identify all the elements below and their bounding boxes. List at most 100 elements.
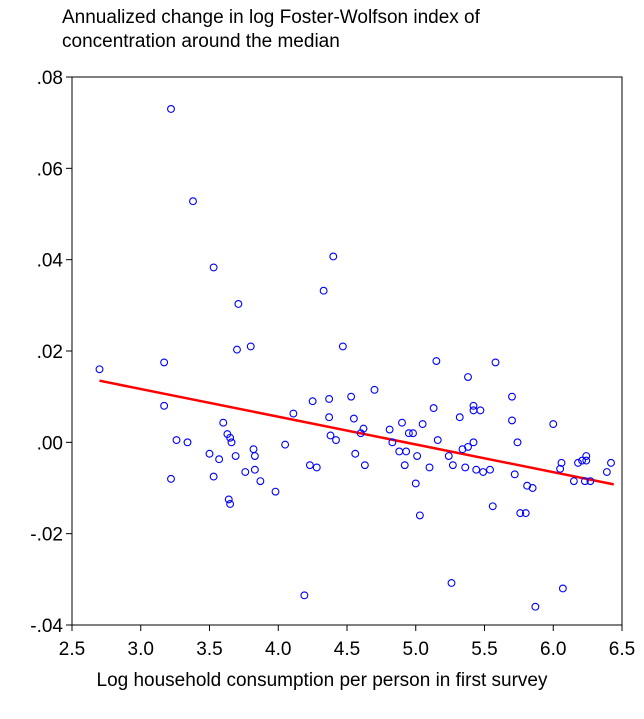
data-point: [413, 452, 422, 460]
data-point: [476, 406, 485, 415]
data-point: [469, 438, 478, 447]
data-point: [219, 418, 228, 427]
data-point: [402, 447, 411, 456]
data-point: [472, 465, 481, 474]
data-point: [521, 509, 530, 518]
data-point: [580, 477, 589, 486]
data-point: [569, 477, 578, 486]
data-point: [531, 602, 540, 611]
plot-frame: [71, 76, 623, 626]
data-point: [326, 431, 335, 440]
data-point: [433, 436, 442, 444]
data-point: [411, 479, 420, 488]
data-point: [160, 401, 169, 410]
data-point: [167, 105, 175, 113]
data-point: [319, 286, 328, 295]
data-point: [409, 429, 417, 438]
data-point: [351, 449, 360, 458]
data-point: [289, 409, 298, 418]
data-point: [226, 500, 235, 508]
data-point: [360, 461, 369, 470]
data-point: [556, 464, 565, 473]
data-point: [528, 484, 537, 492]
y-tick-label: .00: [37, 433, 63, 454]
y-tick-label: -.02: [30, 525, 63, 546]
data-point: [209, 472, 218, 481]
data-point: [461, 463, 470, 472]
data-point: [455, 413, 464, 422]
data-point: [95, 365, 104, 374]
x-tick-label: 5.0: [403, 639, 429, 660]
data-point: [432, 357, 441, 365]
data-point: [370, 385, 379, 394]
data-point: [183, 438, 192, 447]
x-tick-label: 5.5: [471, 639, 497, 660]
data-point: [349, 414, 358, 423]
data-point: [404, 429, 413, 438]
y-tick-label: .04: [37, 251, 64, 272]
data-point: [513, 438, 522, 447]
data-point: [582, 456, 591, 465]
data-point: [205, 449, 214, 458]
data-point: [425, 463, 434, 472]
data-point: [508, 416, 516, 425]
regression-line: [99, 379, 614, 486]
data-point: [395, 447, 404, 456]
data-point: [226, 433, 235, 442]
data-point: [160, 358, 169, 367]
x-tick-label: 6.0: [540, 639, 566, 660]
data-point: [491, 358, 500, 367]
data-point: [549, 420, 558, 429]
data-point: [338, 342, 347, 351]
data-point: [557, 458, 566, 467]
data-point: [418, 420, 427, 429]
data-point: [398, 418, 406, 427]
data-point: [415, 511, 424, 520]
y-tick-label: -.04: [30, 616, 63, 637]
data-point: [250, 452, 259, 460]
data-point: [582, 452, 591, 460]
data-point: [510, 470, 519, 479]
y-tick-label: .06: [37, 159, 63, 180]
data-point: [209, 263, 218, 272]
data-point: [241, 468, 250, 476]
data-point: [281, 440, 290, 449]
data-point: [558, 584, 567, 593]
data-point: [332, 436, 340, 444]
x-tick-label: 4.0: [265, 639, 291, 660]
data-point: [385, 425, 394, 434]
data-point: [250, 465, 259, 474]
data-point: [234, 300, 243, 308]
x-tick-label: 4.5: [334, 639, 360, 660]
x-tick-label: 6.5: [609, 639, 635, 660]
chart-title-line-1: Annualized change in log Foster-Wolfson …: [62, 7, 480, 28]
data-point: [189, 197, 197, 206]
data-point: [308, 397, 317, 406]
y-tick-label: .08: [37, 68, 63, 89]
data-point: [231, 452, 240, 460]
data-point: [429, 404, 438, 413]
data-point: [246, 342, 255, 351]
data-point: [325, 395, 334, 403]
data-point: [488, 502, 497, 511]
data-point: [347, 392, 356, 401]
data-point: [249, 445, 258, 454]
data-point: [305, 461, 314, 470]
data-point: [227, 438, 236, 447]
y-tick-label: .02: [37, 342, 63, 363]
data-point: [325, 413, 334, 422]
chart-title-line-2: concentration around the median: [62, 31, 340, 52]
data-point: [447, 579, 456, 587]
data-point: [508, 392, 516, 401]
data-point: [578, 456, 587, 465]
data-point: [215, 455, 224, 464]
x-tick-label: 3.0: [128, 639, 154, 660]
data-point: [516, 509, 525, 518]
x-axis-label: Log household consumption per person in …: [96, 670, 548, 691]
chart-title: Annualized change in log Foster-Wolfson …: [62, 6, 632, 54]
data-point: [167, 474, 175, 483]
data-point: [602, 468, 611, 476]
x-tick-label: 3.5: [196, 639, 222, 660]
data-point: [256, 477, 265, 486]
